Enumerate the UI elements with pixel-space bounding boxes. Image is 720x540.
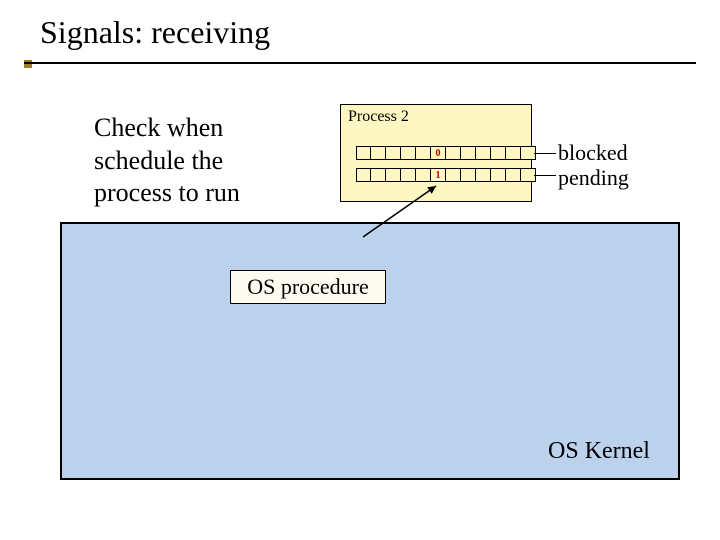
os-procedure-box: OS procedure	[230, 270, 386, 304]
os-procedure-label: OS procedure	[247, 274, 369, 300]
os-kernel-label: OS Kernel	[548, 438, 650, 465]
